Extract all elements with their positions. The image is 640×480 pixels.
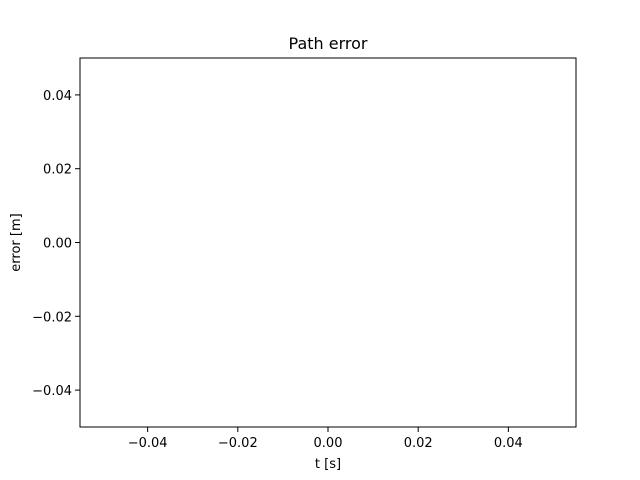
y-axis-label: error [m] [9, 213, 24, 271]
y-tick-label: 0.02 [43, 163, 72, 178]
x-tick-label: 0.00 [314, 436, 343, 451]
chart-title: Path error [289, 34, 368, 53]
x-tick-label: −0.02 [218, 436, 258, 451]
y-axis-ticks: −0.04 −0.02 0.00 0.02 0.04 [32, 89, 80, 399]
y-tick-label: −0.04 [32, 384, 72, 399]
x-tick-label: 0.04 [494, 436, 523, 451]
y-tick-label: 0.00 [43, 237, 72, 252]
x-tick-label: −0.04 [128, 436, 168, 451]
y-tick-label: −0.02 [32, 310, 72, 325]
y-tick-label: 0.04 [43, 89, 72, 104]
x-axis-label: t [s] [315, 457, 341, 472]
x-tick-label: 0.02 [404, 436, 433, 451]
x-axis-ticks: −0.04 −0.02 0.00 0.02 0.04 [128, 427, 523, 451]
plot-area [79, 57, 577, 428]
